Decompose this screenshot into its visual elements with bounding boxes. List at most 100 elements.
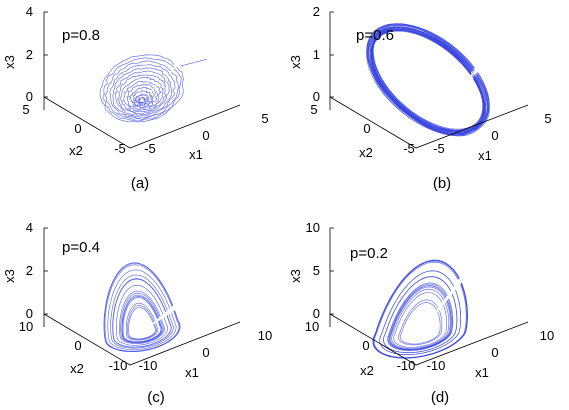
trajectory-segment: [112, 67, 173, 117]
trajectory-segment: [180, 59, 207, 67]
y-tick-d-1: 0: [362, 338, 369, 353]
z-tick-b-1: 1: [313, 47, 320, 62]
trajectory-segment: [112, 278, 172, 348]
y-label-c: x2: [70, 361, 84, 376]
trajectory-segment: [379, 270, 462, 355]
x-label-a: x1: [189, 147, 203, 162]
trajectory-segment: [120, 292, 164, 344]
z-tick-c-2: 0: [26, 306, 33, 321]
trajectory-segment: [369, 29, 487, 136]
trajectory-segment: [372, 259, 468, 359]
trajectory-segment: [131, 90, 154, 107]
x-label-c: x1: [185, 365, 199, 380]
trajectory-segment: [370, 28, 486, 134]
x-tick-c-2: 10: [258, 328, 272, 343]
y-tick-b-0: 5: [310, 102, 317, 117]
trajectory-segment: [103, 262, 181, 352]
trajectory-segment: [127, 87, 156, 108]
caption-d: (d): [431, 389, 449, 406]
trajectory-segment: [122, 297, 162, 342]
panel-c: 4 2 0 x3 10 0 -10 x2 -10 0 10 x1 p=0.4 (…: [2, 220, 272, 406]
trajectory-segment: [393, 292, 448, 348]
z-label-d: x3: [288, 269, 303, 283]
param-label-d: p=0.2: [350, 245, 388, 262]
trajectory-segment: [116, 284, 168, 346]
z-tick-d-0: 10: [306, 220, 320, 235]
trajectory-segment: [372, 29, 484, 134]
x-tick-d-0: -10: [427, 358, 446, 373]
z-tick-a-1: 2: [26, 47, 33, 62]
panel-b: 2 1 0 x3 5 0 -5 x2 -5 0 5 x1 p=0.6 (b): [288, 4, 552, 192]
trajectory-segment: [368, 23, 488, 132]
z-tick-b-2: 0: [313, 89, 320, 104]
trajectory-d: [372, 259, 468, 359]
trajectory-segment: [117, 74, 167, 115]
trajectory-segment: [372, 27, 484, 132]
x-tick-b-1: 0: [491, 128, 498, 143]
z-label-b: x3: [288, 55, 303, 69]
x-label-b: x1: [478, 148, 492, 163]
trajectory-segment: [389, 286, 451, 350]
z-label-a: x3: [2, 55, 17, 69]
trajectory-segment: [371, 25, 485, 130]
x-tick-b-0: -5: [433, 141, 445, 156]
trajectory-segment: [371, 30, 485, 136]
trajectory-segment: [119, 77, 164, 113]
z-tick-c-0: 4: [26, 220, 33, 235]
x-tick-a-0: -5: [144, 141, 156, 156]
trajectory-segment: [104, 60, 179, 120]
trajectory-segment: [371, 29, 485, 135]
trajectory-segment: [371, 28, 485, 133]
y-tick-c-1: 0: [74, 338, 81, 353]
trajectory-segment: [389, 285, 452, 351]
x-tick-c-1: 0: [202, 345, 209, 360]
trajectory-segment: [387, 282, 454, 351]
y-tick-c-2: -10: [109, 358, 128, 373]
x-tick-d-1: 0: [491, 345, 498, 360]
trajectory-segment: [125, 302, 159, 341]
trajectory-segment: [107, 269, 177, 351]
trajectory-segment: [109, 64, 176, 119]
z-label-c: x3: [2, 269, 17, 283]
trajectory-segment: [127, 305, 157, 340]
panel-d: 10 5 0 x3 10 0 -10 x2 -10 0 10 x1 p=0.2 …: [288, 220, 554, 406]
y-tick-a-1: 0: [74, 121, 81, 136]
y-label-d: x2: [360, 363, 374, 378]
y-tick-b-1: 0: [363, 121, 370, 136]
trajectory-segment: [99, 54, 184, 123]
z-tick-a-0: 4: [26, 4, 33, 19]
trajectory-segment: [399, 302, 441, 345]
y-tick-d-2: -10: [397, 358, 416, 373]
trajectory-segment: [104, 264, 180, 352]
y-tick-b-2: -5: [403, 141, 415, 156]
y-label-b: x2: [359, 145, 373, 160]
trajectory-b: [366, 23, 490, 137]
base-axes-c: [43, 313, 241, 366]
param-label-c: p=0.4: [62, 239, 100, 256]
param-label-b: p=0.6: [356, 27, 394, 44]
panel-a: 4 2 0 x3 5 0 -5 x2 -5 0 5 x1 p=0.8 (a): [2, 4, 269, 192]
x-tick-b-2: 5: [544, 111, 551, 126]
y-tick-c-0: 10: [19, 319, 33, 334]
z-tick-d-1: 5: [313, 263, 320, 278]
x-tick-c-0: -10: [139, 358, 158, 373]
trajectory-segment: [368, 24, 488, 133]
x-tick-a-2: 5: [261, 111, 268, 126]
trajectory-segment: [371, 26, 485, 132]
base-axes-d: [329, 313, 529, 366]
trajectory-segment: [110, 274, 174, 349]
trajectory-a: [99, 54, 207, 123]
caption-b: (b): [433, 175, 451, 192]
trajectory-segment: [398, 299, 443, 346]
trajectory-segment: [371, 29, 485, 135]
trajectory-segment: [126, 84, 158, 110]
trajectory-segment: [371, 29, 485, 135]
trajectory-segment: [367, 28, 489, 137]
x-label-d: x1: [475, 365, 489, 380]
trajectory-segment: [123, 80, 163, 111]
trajectory-segment: [121, 294, 163, 343]
trajectory-segment: [122, 295, 162, 343]
trajectory-segment: [373, 261, 467, 358]
y-tick-a-0: 5: [22, 102, 29, 117]
